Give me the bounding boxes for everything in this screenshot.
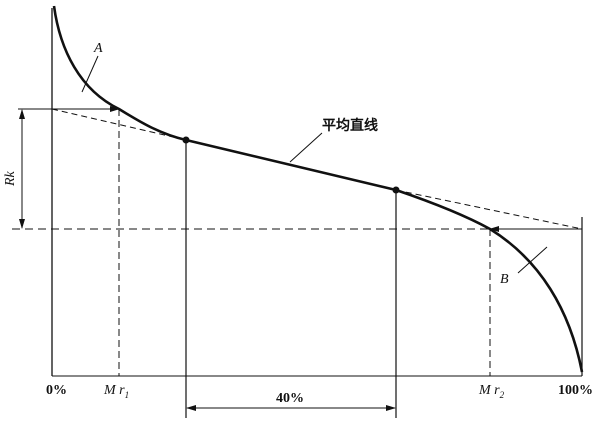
label-mr1: M r1 (103, 383, 129, 400)
mean-line-point-right (392, 186, 400, 194)
label-mean-line: 平均直线 (322, 117, 378, 134)
mean-line-extension-right (395, 189, 583, 230)
label-0-percent: 0% (46, 383, 67, 398)
mean-line-leader (289, 132, 323, 163)
curve-b-leader (517, 246, 548, 274)
label-100-percent: 100% (558, 383, 593, 398)
label-rk: Rk (3, 170, 18, 187)
mean-line-extension-left (51, 108, 187, 141)
mean-line-point-left (182, 136, 190, 144)
curve-a-leader (81, 55, 99, 93)
label-40-percent: 40% (276, 391, 304, 406)
label-b: B (500, 272, 509, 287)
label-mr2: M r2 (478, 383, 505, 400)
bearing-curve (52, 5, 584, 373)
label-a: A (93, 41, 103, 56)
